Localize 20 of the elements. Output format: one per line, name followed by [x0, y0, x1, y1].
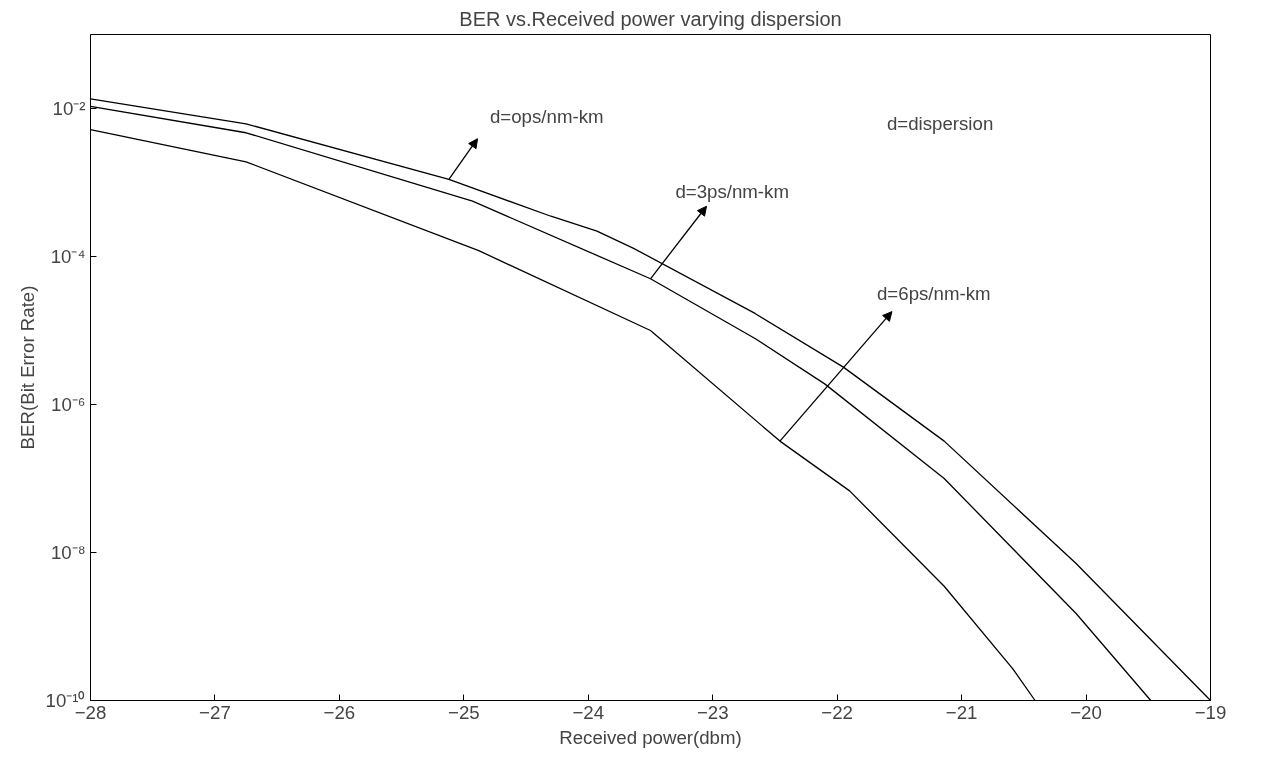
x-axis-title: Received power(dbm): [559, 726, 742, 748]
chart-title: BER vs.Received power varying dispersion: [459, 7, 842, 30]
x-tick-label: −20: [1070, 701, 1102, 723]
annotation: d=dispersion: [886, 112, 994, 134]
x-tick-label: −19: [1194, 701, 1227, 723]
x-tick-label: −21: [945, 701, 978, 723]
x-tick-label: −22: [821, 701, 853, 723]
y-axis-title: BER(Bit Error Rate): [16, 285, 38, 450]
x-tick-label: −24: [572, 701, 605, 723]
x-tick-label: −26: [323, 701, 356, 723]
y-tick-label: 10⁻²: [52, 98, 86, 119]
annotation: d=3ps/nm-km: [675, 180, 789, 202]
annotation: d=6ps/nm-km: [876, 282, 991, 304]
x-tick-label: −23: [696, 701, 729, 723]
y-tick-label: 10⁻⁴: [50, 246, 86, 267]
x-tick-label: −27: [199, 701, 231, 723]
y-tick-label: 10⁻⁶: [51, 394, 86, 415]
annotation: d=ops/nm-km: [489, 106, 604, 128]
y-tick-label: 10⁻⁸: [50, 542, 86, 563]
x-tick-label: −25: [448, 701, 480, 723]
